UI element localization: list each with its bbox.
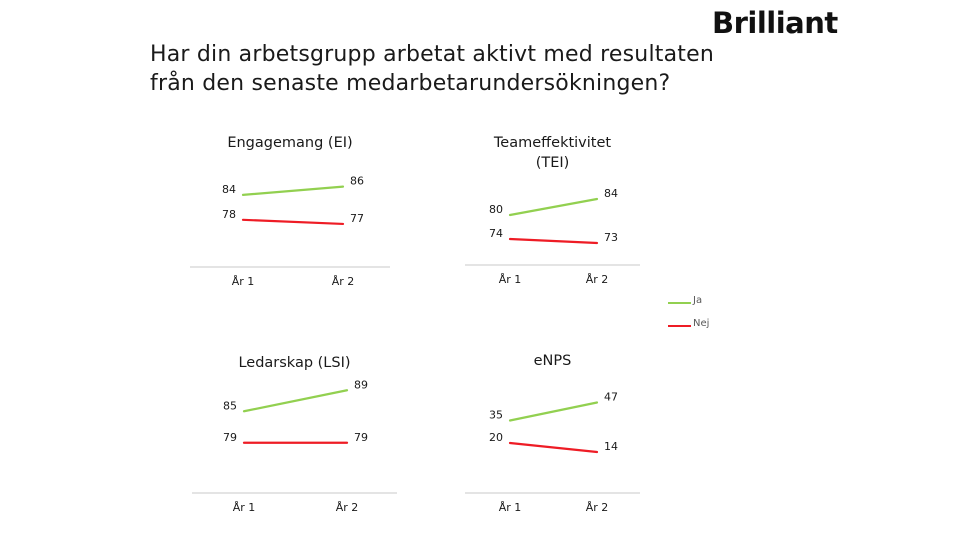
- brand-logo: Brilliant: [712, 6, 838, 40]
- x-tick-label: År 1: [499, 501, 522, 514]
- data-label-nej: 74: [489, 227, 503, 240]
- chart-title-line: (TEI): [536, 155, 570, 171]
- data-label-ja: 35: [489, 409, 503, 422]
- series-line-nej: [508, 441, 599, 454]
- series-line-ja: [508, 401, 599, 422]
- x-tick-label: År 2: [336, 501, 359, 514]
- x-tick-label: År 1: [232, 275, 255, 288]
- chart-ledarskap: Ledarskap (LSI) År 1 År 2 85 89 79 79: [192, 355, 397, 514]
- x-tick-label: År 2: [586, 273, 609, 286]
- series-line-ja: [508, 197, 599, 217]
- data-label-ja: 84: [222, 183, 236, 196]
- chart-title-line: eNPS: [534, 353, 572, 369]
- series-line-ja: [242, 389, 349, 413]
- page-title-line-1: Har din arbetsgrupp arbetat aktivt med r…: [150, 42, 714, 67]
- x-tick-label: År 2: [586, 501, 609, 514]
- data-label-ja: 89: [354, 378, 368, 391]
- series-line-ja: [241, 185, 345, 197]
- data-label-nej: 14: [604, 440, 618, 453]
- chart-engagemang: Engagemang (EI) År 1 År 2 84 86 78 77: [190, 135, 390, 288]
- series-line-nej: [508, 237, 599, 245]
- legend-label-nej: Nej: [693, 318, 710, 329]
- data-label-nej: 77: [350, 212, 364, 225]
- page-title-line-2: från den senaste medarbetarundersökninge…: [150, 71, 671, 96]
- data-label-ja: 47: [604, 391, 618, 404]
- x-tick-label: År 1: [233, 501, 256, 514]
- chart-teameffektivitet: Teameffektivitet (TEI) År 1 År 2 80 84 74 73: [465, 135, 640, 286]
- x-tick-label: År 2: [332, 275, 355, 288]
- data-label-nej: 78: [222, 208, 236, 221]
- legend-swatch-ja: [668, 302, 691, 304]
- series-line-nej: [241, 218, 345, 226]
- data-label-ja: 86: [350, 175, 364, 188]
- data-label-nej: 20: [489, 431, 503, 444]
- page-title: Har din arbetsgrupp arbetat aktivt med r…: [150, 40, 714, 98]
- data-label-nej: 79: [354, 431, 368, 444]
- x-tick-label: År 1: [499, 273, 522, 286]
- data-label-nej: 73: [604, 231, 618, 244]
- chart-title-line: Ledarskap (LSI): [238, 355, 350, 371]
- data-label-nej: 79: [223, 431, 237, 444]
- chart-enps: eNPS År 1 År 2 35 47 20 14: [465, 353, 640, 514]
- chart-title-line: Teameffektivitet: [493, 135, 611, 151]
- data-label-ja: 84: [604, 187, 618, 200]
- data-label-ja: 80: [489, 203, 503, 216]
- legend-swatch-nej: [668, 325, 691, 327]
- data-label-ja: 85: [223, 399, 237, 412]
- legend-label-ja: Ja: [693, 295, 703, 306]
- chart-title-line: Engagemang (EI): [227, 135, 352, 151]
